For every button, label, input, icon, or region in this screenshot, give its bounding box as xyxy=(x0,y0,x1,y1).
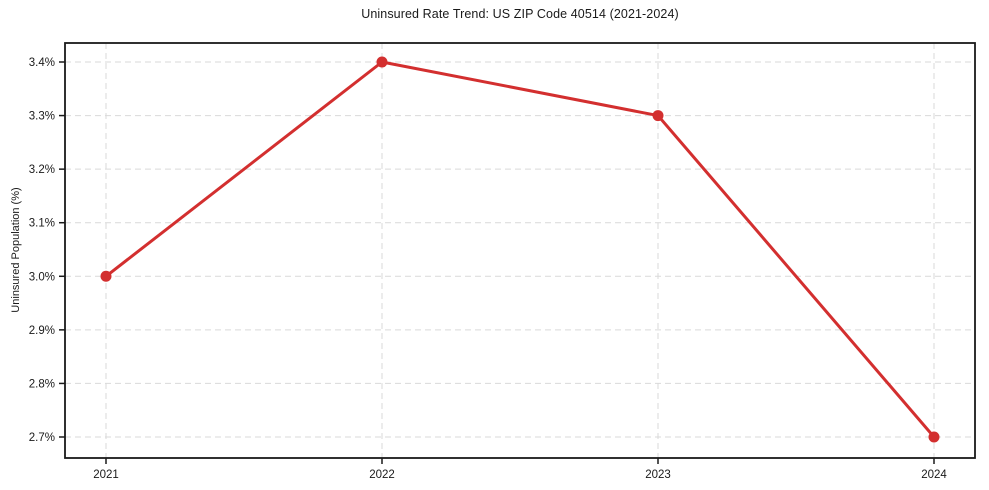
y-tick-label: 3.2% xyxy=(29,164,55,176)
plot-border xyxy=(64,42,976,459)
y-tick-label: 3.1% xyxy=(29,218,55,230)
plot-background xyxy=(65,43,975,458)
x-tick-label: 2022 xyxy=(369,469,395,481)
data-point-marker xyxy=(100,270,112,282)
trend-line xyxy=(104,60,936,439)
y-tick-label: 2.7% xyxy=(29,432,55,444)
data-point-marker xyxy=(928,431,940,443)
tick-marks xyxy=(59,61,935,464)
chart-title: Uninsured Rate Trend: US ZIP Code 40514 … xyxy=(361,7,679,21)
data-point-marker xyxy=(376,56,388,68)
x-tick-label: 2024 xyxy=(921,469,947,481)
tick-labels: 2.7% 2.8% 2.9% 3.0% 3.1% 3.2% 3.3% 3.4% 2021 2022… xyxy=(29,57,948,481)
y-tick-label: 3.4% xyxy=(29,57,55,69)
y-tick-label: 3.3% xyxy=(29,111,55,123)
x-tick-label: 2021 xyxy=(93,469,119,481)
gridlines xyxy=(65,43,975,458)
x-tick-label: 2023 xyxy=(645,469,671,481)
y-tick-label: 2.9% xyxy=(29,325,55,337)
y-tick-label: 2.8% xyxy=(29,378,55,390)
data-point-marker xyxy=(652,110,664,122)
y-tick-label: 3.0% xyxy=(29,271,55,283)
